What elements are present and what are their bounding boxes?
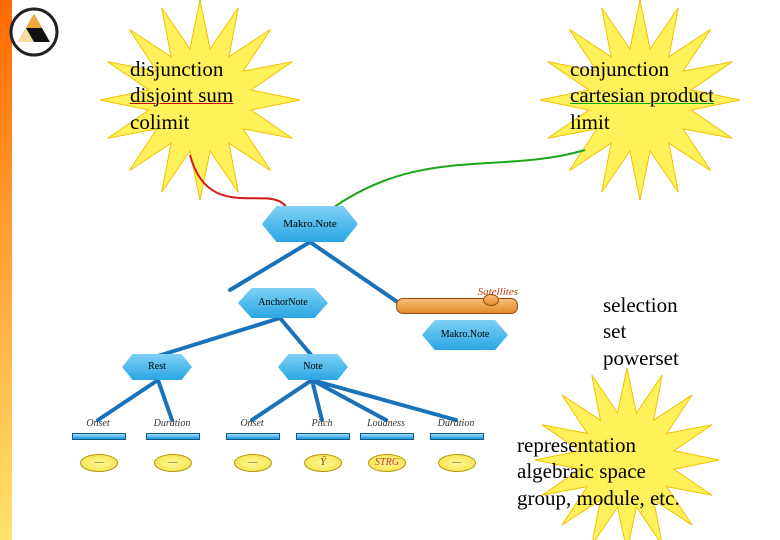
- left-gradient-bar: [0, 0, 12, 540]
- text-line: limit: [570, 109, 714, 135]
- logo-icon: [6, 4, 62, 60]
- leaf-bar: [226, 433, 280, 440]
- text-line: group, module, etc.: [517, 485, 680, 511]
- text-line: cartesian product: [570, 82, 714, 108]
- node-anchornote: AnchorNote: [238, 288, 328, 318]
- leaf-label: Onset: [226, 418, 278, 429]
- callout-representation: representation algebraic space group, mo…: [517, 432, 680, 511]
- node-rest: Rest: [122, 354, 192, 380]
- leaf-bar: [360, 433, 414, 440]
- text-line: algebraic space: [517, 458, 680, 484]
- leaf-value: —: [154, 454, 192, 472]
- text-line: set: [603, 318, 679, 344]
- text-line: representation: [517, 432, 680, 458]
- text-line: conjunction: [570, 56, 714, 82]
- leaf-value: Ÿ: [304, 454, 342, 472]
- node-note: Note: [278, 354, 348, 380]
- leaf-value: —: [80, 454, 118, 472]
- diagram-canvas: disjunction disjoint sum colimit conjunc…: [0, 0, 780, 540]
- node-satellites: Satellites: [396, 286, 518, 314]
- callout-selection: selection set powerset: [603, 292, 679, 371]
- satellites-pill: [396, 298, 518, 314]
- text-line: disjunction: [130, 56, 233, 82]
- callout-conjunction: conjunction cartesian product limit: [570, 56, 714, 135]
- node-makro-right: Makro.Note: [422, 320, 508, 350]
- callout-disjunction: disjunction disjoint sum colimit: [130, 56, 233, 135]
- leaf-label: Onset: [72, 418, 124, 429]
- leaf-bar: [146, 433, 200, 440]
- leaf-value: —: [234, 454, 272, 472]
- leaf-bar: [72, 433, 126, 440]
- text-line: selection: [603, 292, 679, 318]
- leaf-bar: [430, 433, 484, 440]
- leaf-label: Loudness: [360, 418, 412, 429]
- leaf-bar: [296, 433, 350, 440]
- leaf-label: Duration: [430, 418, 482, 429]
- text-line: colimit: [130, 109, 233, 135]
- leaf-label: Pitch: [296, 418, 348, 429]
- leaf-value: —: [438, 454, 476, 472]
- leaf-value: STRG: [368, 454, 406, 472]
- node-makro-top: Makro.Note: [262, 206, 358, 242]
- leaf-label: Duration: [146, 418, 198, 429]
- text-line: disjoint sum: [130, 82, 233, 108]
- text-line: powerset: [603, 345, 679, 371]
